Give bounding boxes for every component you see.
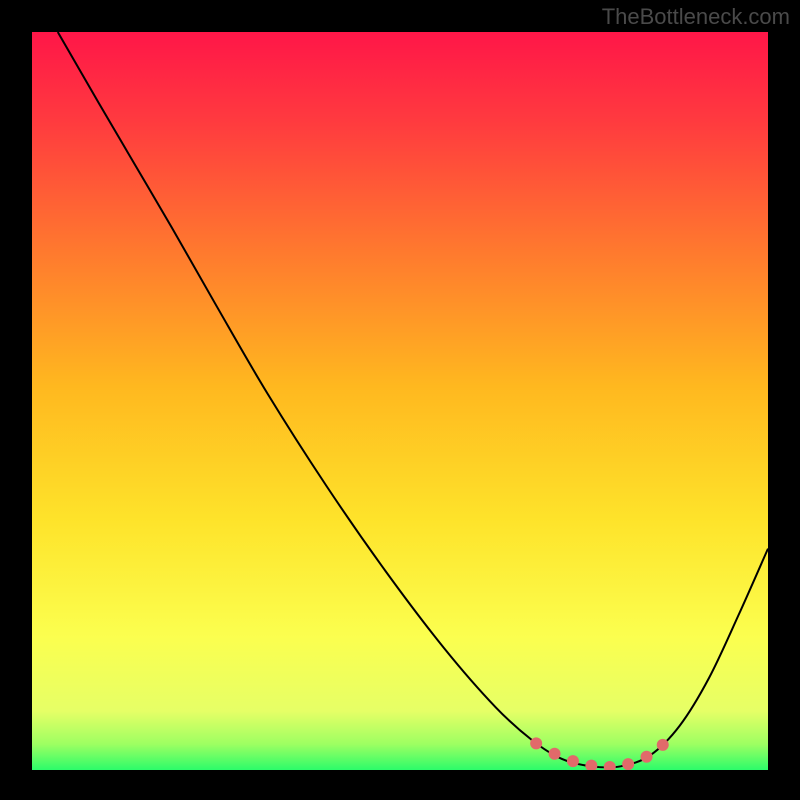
gradient-background: [32, 32, 768, 770]
frame-right: [768, 0, 800, 800]
frame-bottom: [0, 770, 800, 800]
watermark-text: TheBottleneck.com: [602, 4, 790, 30]
frame-left: [0, 0, 32, 800]
